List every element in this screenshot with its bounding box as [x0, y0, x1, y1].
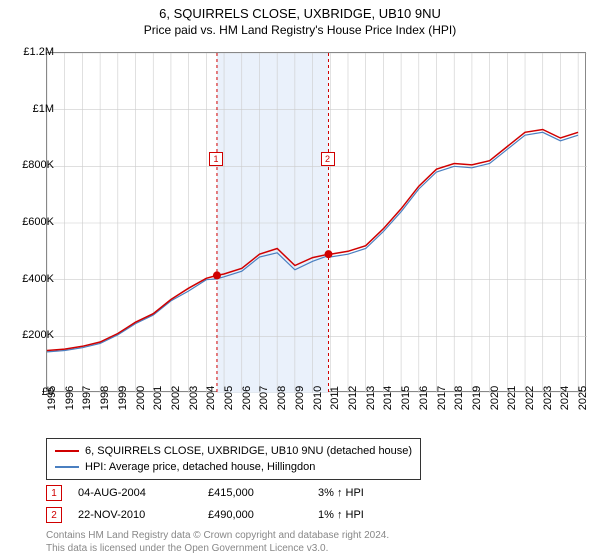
footer-line: Contains HM Land Registry data © Crown c…	[46, 530, 389, 543]
transaction-pct: 3% ↑ HPI	[318, 487, 428, 499]
x-tick-label: 2021	[506, 386, 518, 410]
x-tick-label: 2002	[170, 386, 182, 410]
legend-item: HPI: Average price, detached house, Hill…	[55, 459, 412, 475]
footer-line: This data is licensed under the Open Gov…	[46, 543, 389, 556]
legend: 6, SQUIRRELS CLOSE, UXBRIDGE, UB10 9NU (…	[46, 438, 421, 480]
x-tick-label: 2001	[152, 386, 164, 410]
y-tick-label: £600K	[22, 216, 54, 228]
x-tick-label: 2005	[223, 386, 235, 410]
x-tick-label: 2018	[453, 386, 465, 410]
legend-item: 6, SQUIRRELS CLOSE, UXBRIDGE, UB10 9NU (…	[55, 443, 412, 459]
plot-svg	[47, 53, 587, 393]
x-tick-label: 2012	[347, 386, 359, 410]
transactions-table: 1 04-AUG-2004 £415,000 3% ↑ HPI 2 22-NOV…	[46, 482, 428, 526]
x-tick-label: 2019	[471, 386, 483, 410]
table-row: 1 04-AUG-2004 £415,000 3% ↑ HPI	[46, 482, 428, 504]
x-tick-label: 2013	[365, 386, 377, 410]
y-tick-label: £1M	[33, 103, 54, 115]
transaction-price: £490,000	[208, 509, 318, 521]
x-tick-label: 2020	[489, 386, 501, 410]
x-tick-label: 2024	[559, 386, 571, 410]
x-tick-label: 2006	[241, 386, 253, 410]
x-tick-label: 2000	[135, 386, 147, 410]
plot-background	[46, 52, 586, 392]
x-tick-label: 2016	[418, 386, 430, 410]
y-tick-label: £1.2M	[23, 46, 54, 58]
x-tick-label: 2023	[542, 386, 554, 410]
x-tick-label: 1999	[117, 386, 129, 410]
table-row: 2 22-NOV-2010 £490,000 1% ↑ HPI	[46, 504, 428, 526]
y-tick-label: £400K	[22, 273, 54, 285]
x-tick-label: 2008	[276, 386, 288, 410]
chart-container: 6, SQUIRRELS CLOSE, UXBRIDGE, UB10 9NU P…	[0, 0, 600, 560]
legend-label: 6, SQUIRRELS CLOSE, UXBRIDGE, UB10 9NU (…	[85, 445, 412, 457]
x-tick-label: 2015	[400, 386, 412, 410]
chart-area	[46, 52, 586, 392]
chart-title: 6, SQUIRRELS CLOSE, UXBRIDGE, UB10 9NU	[0, 0, 600, 21]
transaction-price: £415,000	[208, 487, 318, 499]
x-tick-label: 2025	[577, 386, 589, 410]
x-tick-label: 2010	[312, 386, 324, 410]
transaction-pct: 1% ↑ HPI	[318, 509, 428, 521]
x-tick-label: 1996	[64, 386, 76, 410]
x-tick-label: 1995	[46, 386, 58, 410]
legend-label: HPI: Average price, detached house, Hill…	[85, 461, 315, 473]
y-tick-label: £800K	[22, 159, 54, 171]
x-tick-label: 2009	[294, 386, 306, 410]
x-tick-label: 2007	[258, 386, 270, 410]
x-tick-label: 1997	[81, 386, 93, 410]
transaction-marker-icon: 1	[46, 485, 62, 501]
legend-line-icon	[55, 450, 79, 452]
x-tick-label: 2011	[329, 386, 341, 410]
x-tick-label: 1998	[99, 386, 111, 410]
x-tick-label: 2017	[436, 386, 448, 410]
transaction-date: 04-AUG-2004	[78, 487, 208, 499]
x-tick-label: 2004	[205, 386, 217, 410]
chart-marker-icon: 1	[209, 152, 223, 166]
chart-marker-icon: 2	[321, 152, 335, 166]
legend-line-icon	[55, 466, 79, 468]
y-tick-label: £200K	[22, 329, 54, 341]
chart-subtitle: Price paid vs. HM Land Registry's House …	[0, 21, 600, 37]
x-tick-label: 2022	[524, 386, 536, 410]
transaction-date: 22-NOV-2010	[78, 509, 208, 521]
x-tick-label: 2003	[188, 386, 200, 410]
x-tick-label: 2014	[382, 386, 394, 410]
transaction-marker-icon: 2	[46, 507, 62, 523]
footer-text: Contains HM Land Registry data © Crown c…	[46, 530, 389, 555]
